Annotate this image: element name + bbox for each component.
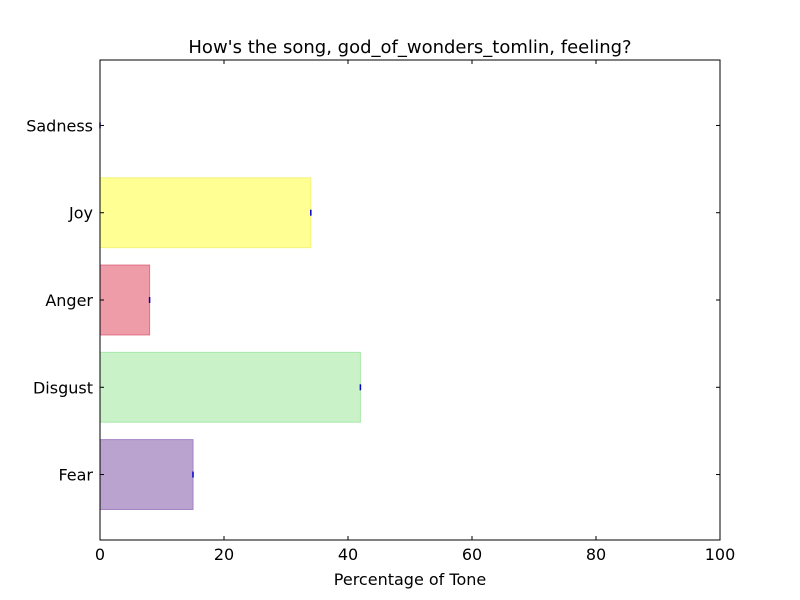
bar-fear [99, 439, 194, 510]
bars-layer [99, 122, 362, 510]
y-tick-label-fear: Fear [58, 466, 93, 485]
x-tick-label-2: 40 [338, 545, 358, 564]
y-tick-label-disgust: Disgust [33, 378, 93, 397]
x-tick-label-5: 100 [705, 545, 736, 564]
x-tick-label-3: 60 [462, 545, 482, 564]
x-tick-label-1: 20 [214, 545, 234, 564]
x-tick-label-4: 80 [586, 545, 606, 564]
y-tick-label-anger: Anger [45, 291, 93, 310]
bar-disgust [99, 351, 361, 423]
x-axis-label: Percentage of Tone [334, 570, 486, 589]
bar-joy [99, 177, 312, 249]
chart-title: How's the song, god_of_wonders_tomlin, f… [188, 37, 631, 58]
y-tick-label-sadness: Sadness [26, 116, 93, 135]
x-tick-label-0: 0 [95, 545, 105, 564]
bar-anger [99, 264, 151, 336]
ticks-layer: Fear Disgust Anger Joy Sadness 0 20 40 60 80 100 [26, 60, 735, 564]
y-tick-label-joy: Joy [68, 204, 93, 223]
